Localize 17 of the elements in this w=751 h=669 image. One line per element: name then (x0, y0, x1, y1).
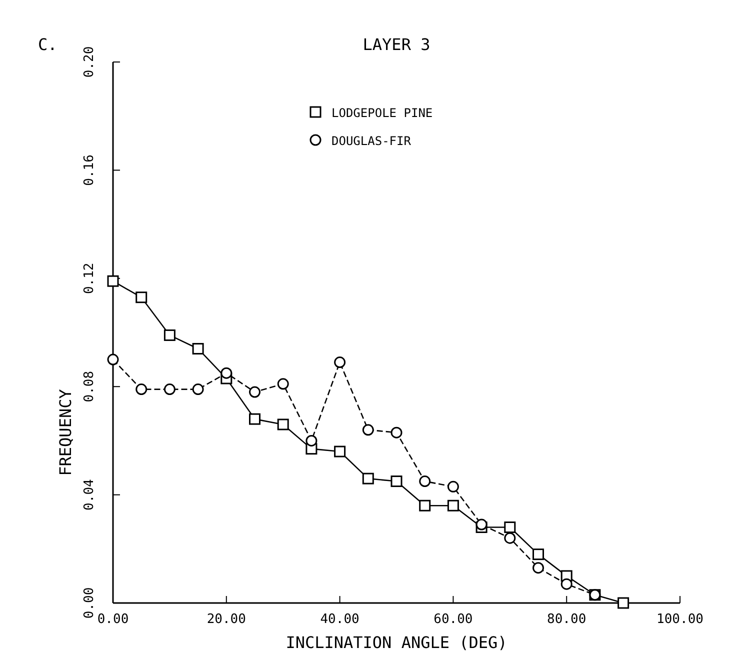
legend-label: LODGEPOLE PINE (332, 106, 433, 120)
y-tick-label: 0.04 (82, 478, 97, 510)
text: C. (38, 35, 58, 54)
y-tick-label: 0.16 (82, 154, 97, 186)
x-tick-label: 40.00 (320, 612, 360, 627)
legend-label: DOUGLAS-FIR (332, 134, 412, 148)
y-tick-label: 0.08 (82, 370, 97, 402)
x-tick-label: 100.00 (656, 612, 704, 627)
x-tick-label: 0.00 (97, 612, 129, 627)
y-tick-label: 0.12 (82, 262, 97, 294)
y-axis-title: FREQUENCY (56, 388, 75, 476)
x-tick-label: 60.00 (434, 612, 473, 627)
x-axis-title: INCLINATION ANGLE (DEG) (286, 633, 508, 652)
chart-title: LAYER 3 (362, 35, 430, 54)
x-tick-label: 80.00 (547, 612, 586, 627)
y-tick-label: 0.20 (82, 46, 97, 78)
x-tick-label: 20.00 (206, 612, 246, 627)
